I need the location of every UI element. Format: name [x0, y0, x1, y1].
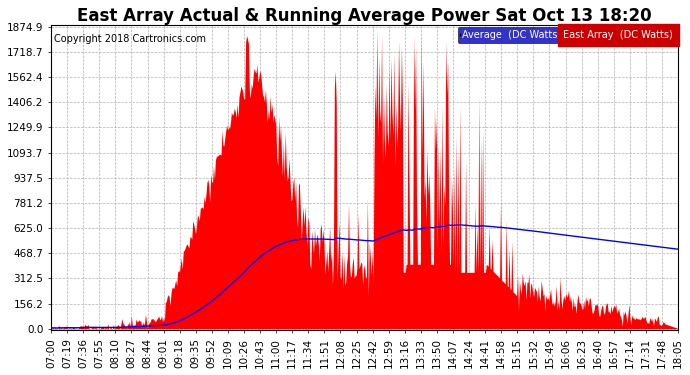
Text: Copyright 2018 Cartronics.com: Copyright 2018 Cartronics.com	[55, 34, 206, 44]
Title: East Array Actual & Running Average Power Sat Oct 13 18:20: East Array Actual & Running Average Powe…	[77, 7, 652, 25]
Legend: Average  (DC Watts), East Array  (DC Watts): Average (DC Watts), East Array (DC Watts…	[457, 27, 676, 43]
